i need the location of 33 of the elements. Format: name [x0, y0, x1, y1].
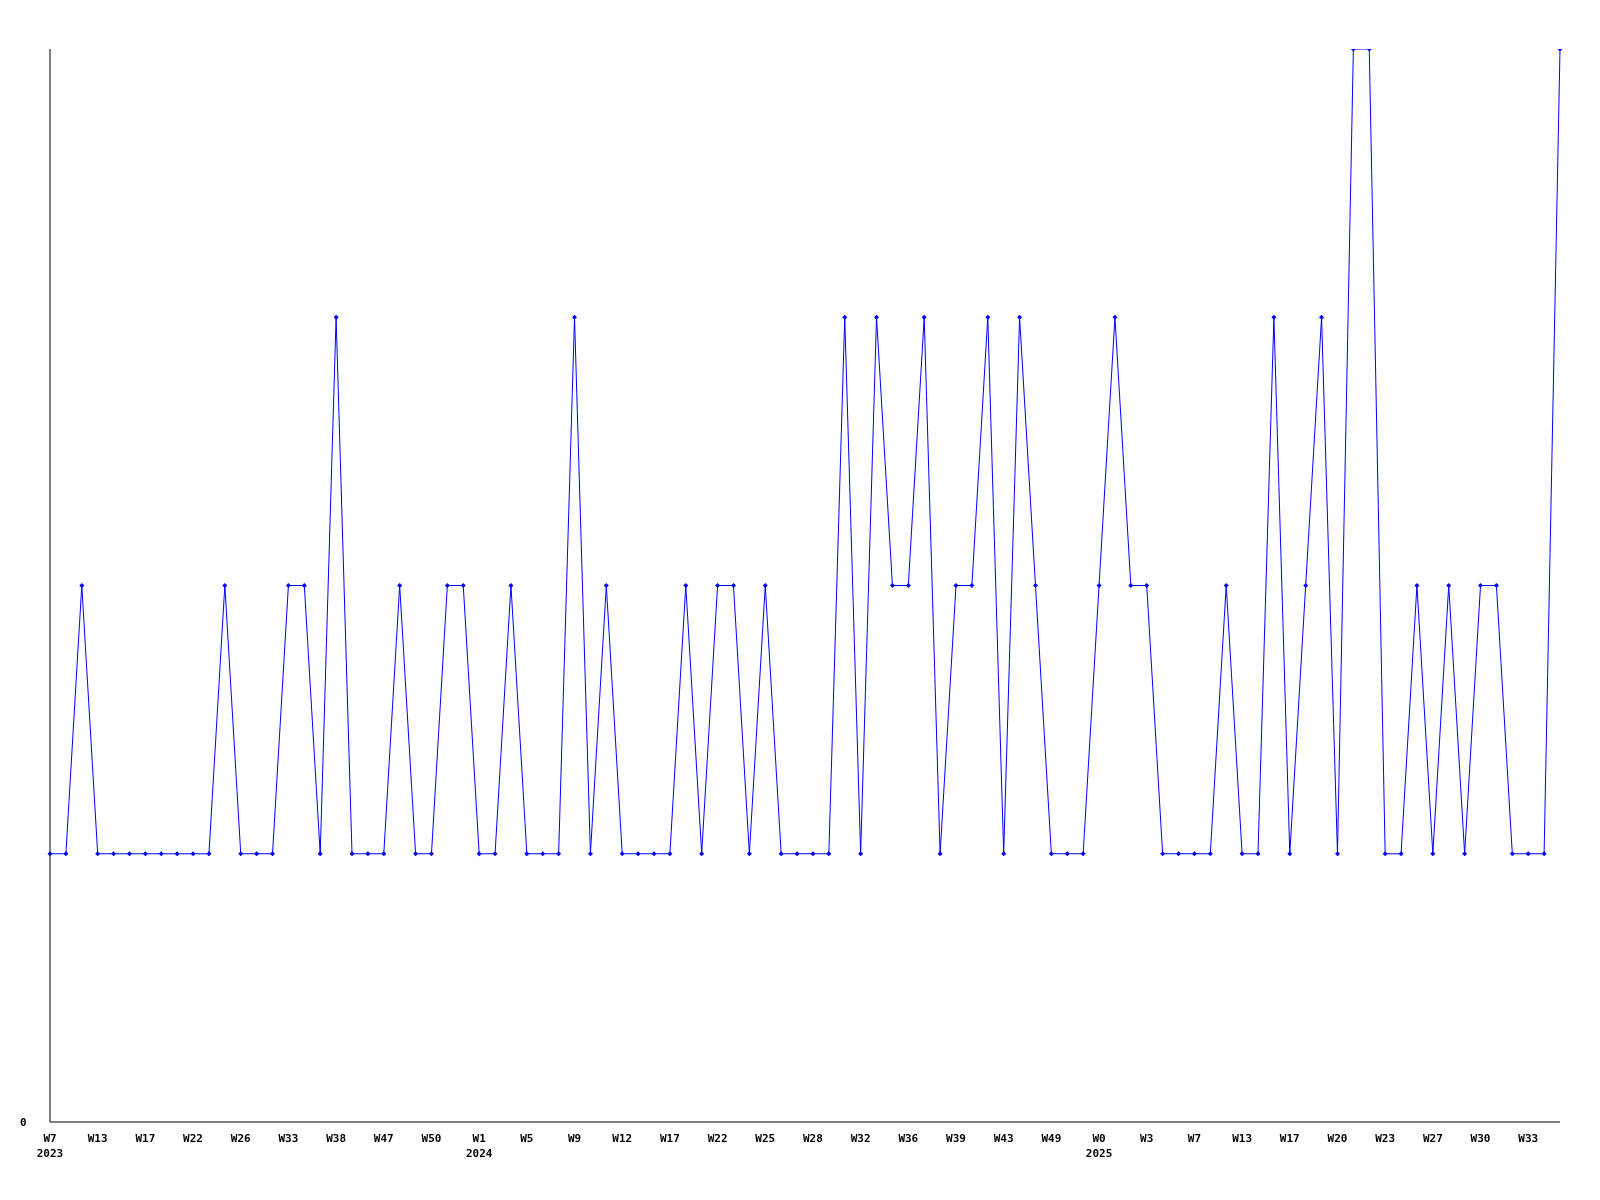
x-tick-label: W38 — [326, 1132, 347, 1145]
x-tick-label: W50 — [421, 1132, 442, 1145]
x-tick-label: W22 — [183, 1132, 203, 1145]
text: 0 — [20, 1116, 27, 1129]
x-tick-label: W33 — [1518, 1132, 1539, 1145]
x-tick-label: W17 — [659, 1132, 680, 1145]
x-tick-label: W47 — [373, 1132, 394, 1145]
x-tick-label: W32 — [850, 1132, 871, 1145]
x-tick-label: W17 — [1279, 1132, 1300, 1145]
x-tick-label: W49 — [1041, 1132, 1062, 1145]
x-tick-label: W13 — [87, 1132, 108, 1145]
x-tick-label: W12 — [612, 1132, 633, 1145]
x-tick-label: W25 — [755, 1132, 776, 1145]
x-tick-label: W30 — [1470, 1132, 1491, 1145]
x-tick-label: W3 — [1140, 1132, 1154, 1145]
x-tick-label: W0 2025 — [1085, 1132, 1113, 1160]
x-tick-label: W28 — [803, 1132, 823, 1145]
x-tick-label: W39 — [946, 1132, 966, 1145]
x-tick-label: W20 — [1327, 1132, 1348, 1145]
x-tick-label: W7 2023 — [36, 1132, 64, 1160]
x-tick-label: W26 — [230, 1132, 252, 1145]
x-tick-label: W13 — [1232, 1132, 1253, 1145]
x-tick-label: W17 — [135, 1132, 156, 1145]
x-tick-label: W7 — [1187, 1132, 1202, 1145]
x-tick-label: W9 — [567, 1132, 582, 1145]
x-tick-label: W1 2024 — [465, 1132, 493, 1160]
x-tick-label: W33 — [278, 1132, 299, 1145]
x-tick-label: W22 — [707, 1132, 728, 1145]
x-tick-label: W27 — [1422, 1132, 1443, 1145]
x-tick-label: W36 — [898, 1132, 919, 1145]
x-tick-label: W43 — [993, 1132, 1014, 1145]
x-tick-label: W23 — [1375, 1132, 1396, 1145]
x-tick-label: W5 — [520, 1132, 534, 1145]
